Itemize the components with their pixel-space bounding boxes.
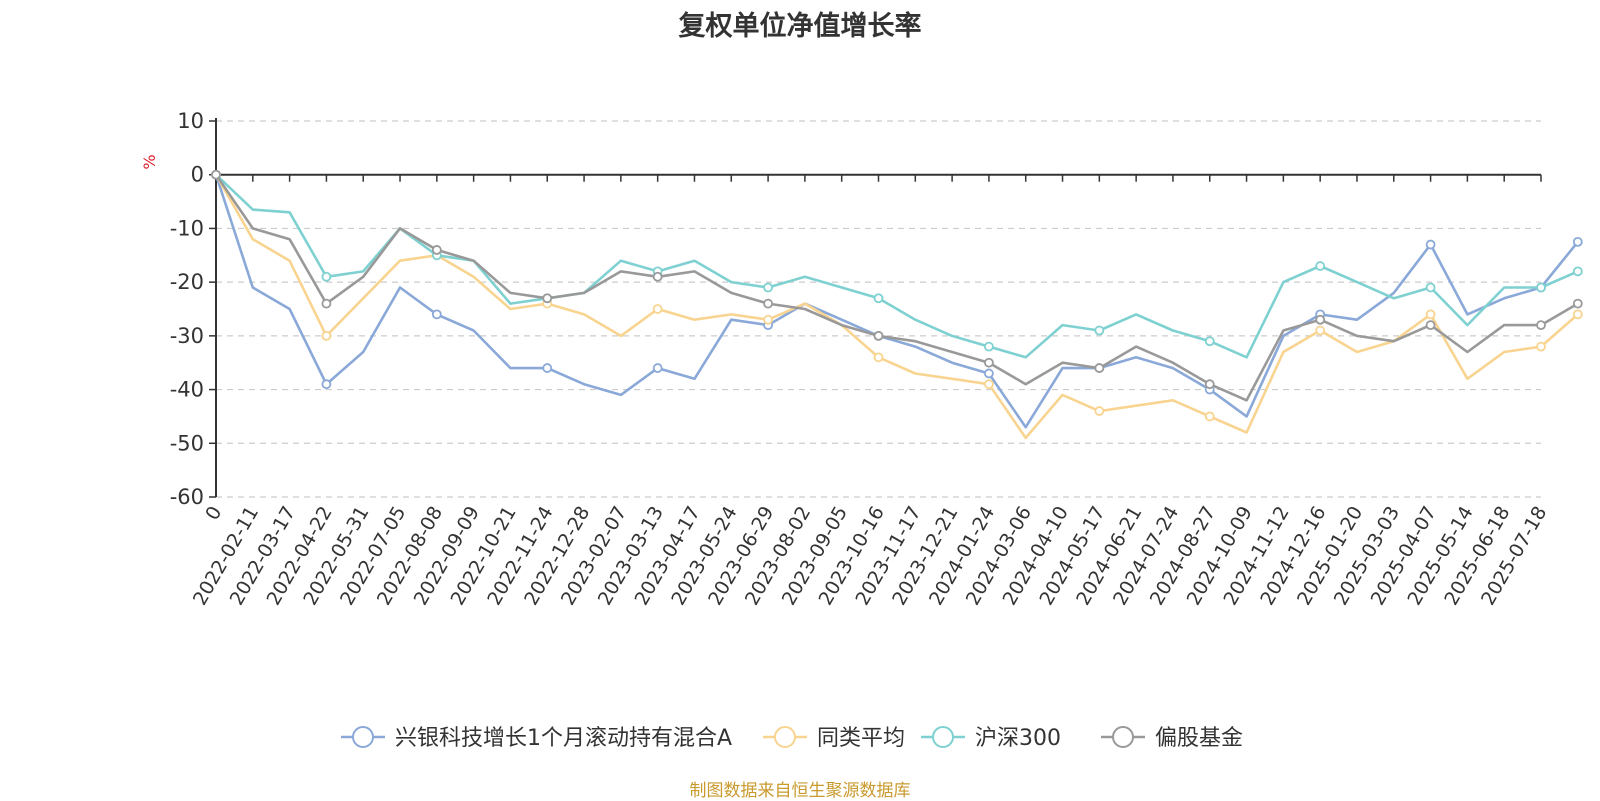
data-source-note: 制图数据来自恒生聚源数据库 [689,781,911,801]
data-point [984,379,994,390]
data-point [321,330,332,341]
grid-lines [216,120,1541,498]
data-point [1572,298,1583,309]
data-point [873,352,884,363]
legend-label: 沪深300 [975,726,1061,751]
data-point [763,314,773,325]
data-point [652,304,663,314]
y-tick-label: 0 [191,163,204,187]
data-point [1425,282,1436,293]
legend-label: 同类平均 [817,726,905,751]
data-point [1536,282,1546,293]
data-point [321,379,332,390]
data-point [321,271,332,282]
data-point [542,363,553,373]
data-point [1315,261,1326,271]
legend-circle-icon [352,726,374,748]
legend-label: 兴银科技增长1个月滚动持有混合A [395,726,732,751]
data-point [984,341,994,352]
y-tick-labels: 10 0 -10 -20 -30 -40 -50 -60 [170,109,204,509]
data-point [1572,236,1583,247]
legend-item[interactable]: 沪深300 [921,726,1061,751]
data-point [321,298,332,309]
data-point [652,271,663,282]
y-axis-unit: % [140,154,159,169]
x-tick-labels: 02022-02-112022-03-172022-04-222022-05-3… [189,503,1551,610]
series-line [214,173,1579,402]
series-偏股基金 [211,169,1583,402]
data-point [431,245,442,255]
data-point [1425,320,1436,331]
y-tick-label: -10 [170,216,204,240]
data-point [1315,325,1326,336]
series-line [215,173,1579,359]
data-point [1425,309,1436,320]
series-兴银科技增长1个月滚动持有混合A [211,169,1583,429]
series-line [214,174,1579,440]
data-point [1536,320,1546,331]
data-point [1094,325,1105,336]
legend-item[interactable]: 偏股基金 [1101,726,1243,751]
data-point [1094,406,1105,416]
data-point [873,330,884,341]
data-point [984,368,994,379]
data-point [542,293,553,304]
data-point [211,169,221,180]
data-point [984,357,994,368]
data-point [763,282,773,293]
data-point [763,298,773,309]
legend-circle-icon [932,726,954,748]
series-line [214,174,1579,429]
legend-item[interactable]: 同类平均 [763,726,905,751]
data-point [873,293,884,304]
legend-circle-icon [774,726,796,748]
legend-circle-icon [1112,726,1134,748]
data-point [1204,379,1215,390]
data-point [1572,266,1583,277]
legend[interactable]: 兴银科技增长1个月滚动持有混合A 同类平均 沪深300 偏股基金 [341,726,1243,751]
y-tick-label: -40 [170,378,204,402]
data-point [1315,314,1326,325]
data-point [1204,411,1215,422]
legend-label: 偏股基金 [1155,726,1243,751]
data-point [1572,309,1583,320]
data-point [1204,336,1215,347]
series-沪深300 [211,169,1583,359]
legend-item[interactable]: 兴银科技增长1个月滚动持有混合A [341,726,732,751]
x-tick-label: 0 [201,503,226,524]
chart-title: 复权单位净值增长率 [678,11,922,42]
data-point [1536,341,1546,352]
y-tick-label: -30 [170,324,204,348]
data-point [652,363,663,373]
series-lines [211,169,1583,440]
data-point [1094,363,1105,373]
y-tick-label: -60 [170,485,204,509]
y-tick-label: -50 [170,431,204,455]
data-point [1425,239,1436,250]
y-tick-label: -20 [170,270,204,294]
axes [209,118,1542,498]
y-tick-label: 10 [177,109,204,133]
data-point [431,309,442,320]
